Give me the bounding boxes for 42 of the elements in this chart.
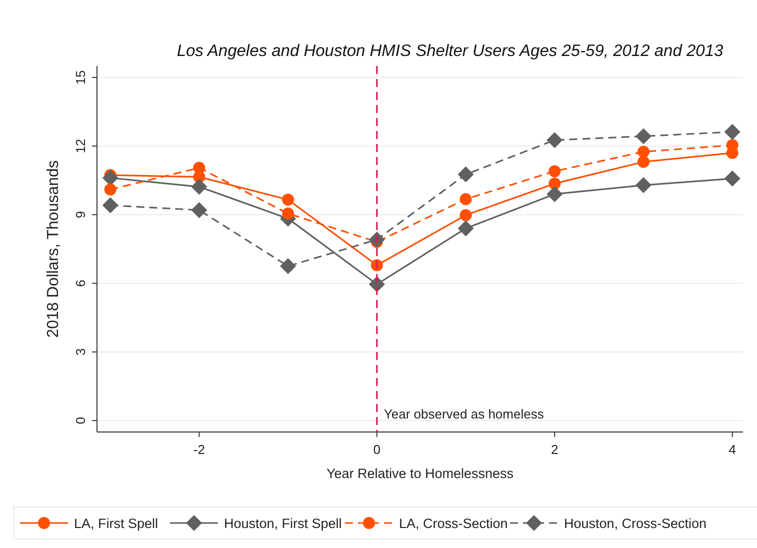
- x-tick-label: 0: [373, 442, 381, 457]
- point: [282, 208, 294, 220]
- point: [724, 170, 740, 187]
- point: [460, 209, 472, 222]
- point: [368, 232, 385, 248]
- point: [193, 162, 206, 174]
- x-tick-label: 4: [728, 442, 736, 457]
- point: [546, 132, 563, 148]
- legend-label: LA, Cross-Section: [399, 516, 508, 531]
- y-tick-label: 0: [73, 416, 88, 424]
- y-tick-label: 15: [73, 70, 88, 85]
- point: [102, 170, 118, 186]
- point: [548, 165, 561, 178]
- point: [102, 197, 118, 214]
- point: [635, 128, 652, 144]
- point: [460, 193, 472, 206]
- point: [282, 194, 294, 206]
- point: [546, 186, 563, 202]
- point: [637, 156, 650, 168]
- point: [191, 202, 208, 218]
- point: [104, 184, 116, 196]
- point: [458, 220, 474, 236]
- legend-label: Houston, First Spell: [224, 516, 342, 531]
- chart-title: Los Angeles and Houston HMIS Shelter Users Ages 25-59, 2012 and 2013: [176, 42, 724, 60]
- ref-line-label: Year observed as homeless: [384, 406, 544, 422]
- x-tick-label: 2: [551, 442, 558, 457]
- y-tick-label: 12: [73, 138, 88, 154]
- point: [191, 178, 208, 195]
- point: [280, 258, 296, 274]
- y-tick-label: 3: [73, 348, 88, 356]
- y-tick-label: 6: [73, 280, 88, 287]
- point: [548, 178, 561, 190]
- point: [458, 166, 474, 182]
- point: [724, 124, 740, 140]
- x-tick-label: -2: [193, 442, 205, 457]
- y-axis-title: 2018 Dollars, Thousands: [45, 160, 62, 338]
- legend-label: Houston, Cross-Section: [564, 516, 707, 531]
- x-axis-title: Year Relative to Homelessness: [326, 466, 514, 481]
- legend-label: LA, First Spell: [74, 516, 158, 531]
- point: [637, 146, 650, 158]
- point: [635, 177, 652, 194]
- y-tick-label: 9: [73, 211, 88, 218]
